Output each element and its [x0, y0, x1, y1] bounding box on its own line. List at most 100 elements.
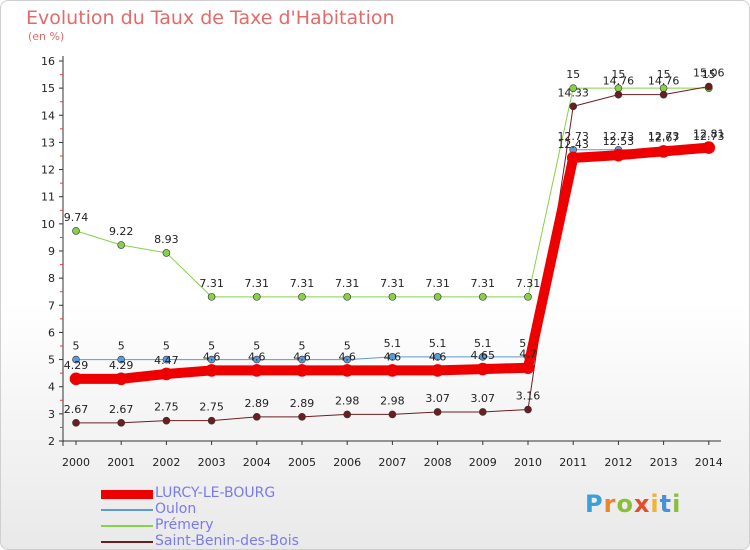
data-label: 4.6	[338, 350, 356, 363]
data-label: 2.75	[154, 401, 179, 414]
legend-swatch	[101, 525, 153, 527]
chart-title: Evolution du Taux de Taxe d'Habitation	[26, 7, 395, 29]
data-point	[476, 362, 490, 376]
data-point	[117, 241, 125, 249]
data-label: 5	[299, 340, 306, 353]
data-label: 14.76	[603, 75, 635, 88]
data-point	[657, 145, 670, 158]
x-tick-label: 2000	[62, 456, 90, 469]
y-tick-label: 11	[41, 191, 55, 204]
x-tick-label: 2009	[469, 456, 497, 469]
data-label: 3.07	[425, 392, 450, 405]
data-point	[478, 293, 487, 301]
data-point	[388, 293, 397, 301]
data-point	[72, 355, 80, 364]
data-label: 12.43	[557, 138, 589, 151]
y-tick-label: 15	[41, 82, 55, 95]
data-label: 12.53	[603, 135, 635, 148]
data-point	[524, 405, 532, 414]
data-point	[117, 355, 125, 364]
data-label: 15	[702, 68, 716, 81]
legend-swatch	[101, 489, 153, 499]
data-label: 4.29	[109, 359, 134, 372]
data-label: 2.89	[290, 397, 315, 410]
x-tick-label: 2007	[378, 456, 406, 469]
x-tick-label: 2001	[107, 456, 135, 469]
data-label: 12.67	[648, 131, 680, 144]
data-point	[162, 416, 171, 425]
data-label: 5.1	[384, 337, 402, 350]
data-point	[343, 293, 352, 301]
data-label: 5	[253, 340, 260, 353]
data-point	[659, 90, 668, 99]
data-label: 4.6	[203, 350, 221, 363]
data-label: 5.1	[474, 337, 492, 350]
legend-label: Prémery	[155, 517, 214, 533]
data-point	[160, 367, 173, 381]
data-point	[478, 408, 487, 416]
y-tick-label: 14	[41, 109, 55, 122]
legend-label: LURCY-LE-BOURG	[155, 485, 276, 501]
legend-label: Saint-Benin-des-Bois	[155, 533, 299, 549]
proxiti-logo: Proxiti	[585, 490, 682, 518]
y-tick-label: 3	[48, 408, 55, 421]
data-point	[72, 419, 80, 427]
data-point	[162, 355, 171, 364]
y-tick-label: 12	[41, 164, 55, 177]
data-label: 3.16	[516, 390, 541, 403]
x-tick-label: 2004	[243, 456, 271, 469]
data-point	[207, 416, 216, 425]
data-point	[69, 372, 83, 386]
data-label: 2.75	[199, 401, 224, 414]
data-label: 4.7	[519, 348, 537, 361]
data-point	[205, 364, 218, 377]
data-point	[566, 151, 580, 165]
data-label: 2.67	[64, 403, 89, 416]
y-tick-label: 7	[48, 299, 55, 312]
data-label: 4.47	[154, 354, 179, 367]
data-point	[298, 293, 306, 301]
data-point	[478, 353, 487, 361]
data-label: 2.89	[245, 397, 270, 410]
data-point	[524, 293, 532, 301]
data-label: 15	[566, 68, 580, 81]
data-point	[253, 413, 261, 421]
x-tick-label: 2014	[695, 456, 723, 469]
data-label: 7.31	[425, 277, 450, 290]
y-tick-label: 13	[41, 136, 55, 149]
data-label: 7.31	[245, 277, 270, 290]
data-label: 5	[163, 340, 170, 353]
chart-unit-label: (en %)	[28, 30, 65, 43]
data-point	[386, 364, 399, 377]
data-label: 7.31	[380, 277, 405, 290]
data-point	[388, 410, 397, 419]
x-tick-label: 2010	[514, 456, 542, 469]
data-label: 2.98	[380, 394, 405, 407]
data-point	[704, 82, 713, 91]
data-label: 12.73	[557, 130, 589, 143]
data-point	[388, 353, 397, 361]
data-point	[521, 361, 535, 375]
legend-label: Oulon	[155, 501, 197, 517]
data-label: 4.6	[429, 350, 447, 363]
data-point	[298, 413, 306, 421]
data-label: 7.31	[335, 277, 360, 290]
series-line	[75, 149, 710, 361]
data-label: 7.31	[516, 277, 541, 290]
data-label: 2.67	[109, 403, 134, 416]
y-tick-label: 4	[48, 381, 55, 394]
x-tick-label: 2006	[333, 456, 361, 469]
data-point	[569, 102, 578, 111]
x-tick-label: 2002	[152, 456, 180, 469]
data-point	[207, 293, 216, 301]
data-point	[340, 364, 354, 377]
series-line	[75, 87, 710, 298]
data-point	[343, 410, 352, 419]
data-point	[298, 355, 306, 364]
data-label: 12.73	[693, 130, 725, 143]
x-tick-label: 2011	[559, 456, 587, 469]
y-tick-label: 5	[48, 354, 55, 367]
data-label: 12.73	[603, 130, 635, 143]
data-label: 14.76	[648, 75, 680, 88]
